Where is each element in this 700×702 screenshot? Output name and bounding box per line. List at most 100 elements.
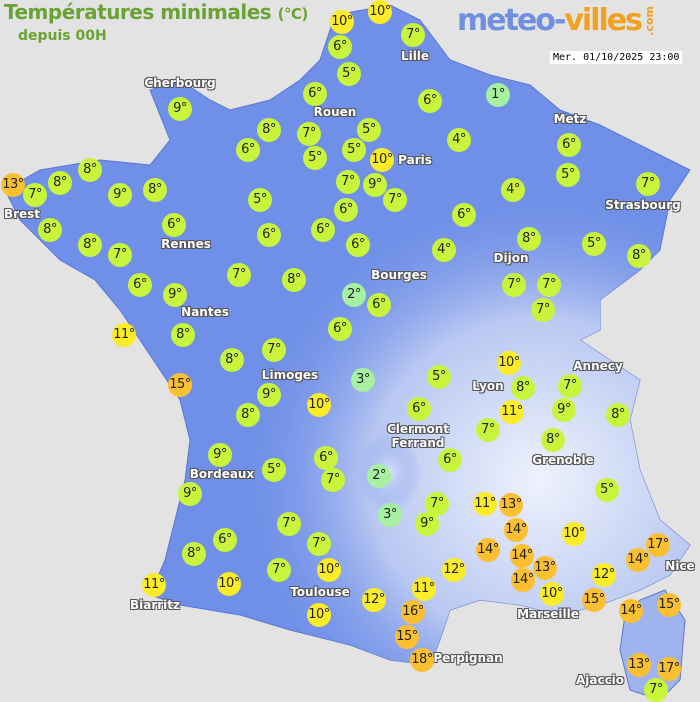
brand-part1: meteo- — [457, 3, 566, 38]
brand-part2: villes — [564, 3, 643, 38]
temperature-marker: 14° — [511, 568, 535, 592]
temperature-marker: 6° — [557, 133, 581, 157]
temperature-marker: 5° — [342, 138, 366, 162]
temperature-marker: 6° — [236, 138, 260, 162]
temperature-marker: 10° — [562, 522, 586, 546]
temperature-marker: 6° — [367, 293, 391, 317]
temperature-marker: 5° — [582, 232, 606, 256]
temperature-marker: 8° — [171, 323, 195, 347]
temperature-marker: 8° — [220, 348, 244, 372]
temperature-marker: 5° — [337, 62, 361, 86]
temperature-marker: 6° — [314, 446, 338, 470]
city-label: Strasbourg — [605, 198, 681, 212]
temperature-marker: 7° — [297, 122, 321, 146]
temperature-marker: 14° — [504, 518, 528, 542]
temperature-marker: 5° — [248, 188, 272, 212]
brand-suffix: .com — [642, 6, 656, 36]
temperature-marker: 4° — [432, 238, 456, 262]
temperature-marker: 7° — [558, 374, 582, 398]
temperature-marker: 8° — [78, 233, 102, 257]
city-label: Metz — [553, 112, 587, 126]
temperature-marker: 8° — [282, 268, 306, 292]
temperature-marker: 11° — [473, 492, 497, 516]
temperature-marker: 6° — [407, 397, 431, 421]
map-title: Températures minimales (°C) — [4, 0, 308, 24]
temperature-marker: 9° — [108, 183, 132, 207]
city-label: Bourges — [371, 268, 427, 282]
temperature-marker: 10° — [217, 572, 241, 596]
temperature-marker: 6° — [438, 448, 462, 472]
temperature-marker: 7° — [108, 243, 132, 267]
temperature-marker: 3° — [351, 368, 375, 392]
temperature-marker: 9° — [178, 482, 202, 506]
temperature-marker: 11° — [500, 400, 524, 424]
temperature-marker: 9° — [208, 443, 232, 467]
temperature-marker: 13° — [627, 653, 651, 677]
temperature-marker: 12° — [362, 588, 386, 612]
temperature-marker: 6° — [213, 528, 237, 552]
city-label: Bordeaux — [189, 467, 255, 481]
city-label: Cherbourg — [144, 76, 216, 90]
temperature-marker: 6° — [334, 198, 358, 222]
temperature-marker: 6° — [303, 82, 327, 106]
temperature-marker: 8° — [257, 118, 281, 142]
temperature-marker: 8° — [78, 158, 102, 182]
temperature-marker: 5° — [357, 118, 381, 142]
city-label: Dijon — [493, 251, 529, 265]
temperature-marker: 9° — [168, 97, 192, 121]
temperature-marker: 14° — [510, 544, 534, 568]
temperature-marker: 17° — [646, 533, 670, 557]
temperature-marker: 8° — [143, 178, 167, 202]
temperature-marker: 7° — [267, 558, 291, 582]
temperature-marker: 1° — [486, 83, 510, 107]
temperature-marker: 15° — [395, 625, 419, 649]
temperature-marker: 8° — [511, 376, 535, 400]
temperature-marker: 15° — [582, 588, 606, 612]
temperature-marker: 5° — [262, 458, 286, 482]
temperature-marker: 10° — [317, 558, 341, 582]
temperature-marker: 6° — [257, 223, 281, 247]
temperature-marker: 10° — [307, 393, 331, 417]
temperature-marker: 7° — [401, 23, 425, 47]
temperature-marker: 7° — [537, 273, 561, 297]
temperature-marker: 11° — [112, 323, 136, 347]
temperature-marker: 7° — [502, 273, 526, 297]
temperature-marker: 9° — [552, 398, 576, 422]
temperature-marker: 14° — [619, 599, 643, 623]
title-unit: (°C) — [277, 5, 309, 23]
city-label: Nice — [665, 559, 695, 573]
title-text: Températures minimales — [4, 0, 272, 24]
city-label: Lille — [400, 49, 430, 63]
temperature-marker: 7° — [307, 532, 331, 556]
temperature-marker: 7° — [23, 183, 47, 207]
city-label: Clermont Ferrand — [386, 422, 449, 450]
city-label: Toulouse — [290, 585, 350, 599]
city-label: Grenoble — [532, 453, 594, 467]
temperature-marker: 5° — [556, 163, 580, 187]
temperature-marker: 18° — [410, 648, 434, 672]
temperature-marker: 6° — [311, 218, 335, 242]
temperature-marker: 11° — [142, 573, 166, 597]
temperature-marker: 10° — [497, 351, 521, 375]
temperature-marker: 9° — [163, 283, 187, 307]
city-label: Nantes — [181, 305, 229, 319]
city-label: Ajaccio — [575, 673, 625, 687]
temperature-marker: 11° — [412, 577, 436, 601]
temperature-marker: 17° — [657, 657, 681, 681]
temperature-marker: 8° — [541, 428, 565, 452]
temperature-marker: 9° — [363, 173, 387, 197]
city-label: Rouen — [313, 105, 357, 119]
temperature-marker: 8° — [38, 218, 62, 242]
temperature-marker: 10° — [370, 148, 394, 172]
temperature-marker: 7° — [277, 512, 301, 536]
temperature-marker: 2° — [367, 464, 391, 488]
temperature-marker: 6° — [346, 233, 370, 257]
temperature-marker: 10° — [307, 603, 331, 627]
temperature-marker: 7° — [227, 263, 251, 287]
temperature-marker: 6° — [162, 213, 186, 237]
temperature-marker: 13° — [533, 556, 557, 580]
city-label: Rennes — [161, 237, 211, 251]
temperature-marker: 9° — [257, 383, 281, 407]
city-label: Biarritz — [129, 598, 181, 612]
city-label: Lyon — [472, 379, 504, 393]
